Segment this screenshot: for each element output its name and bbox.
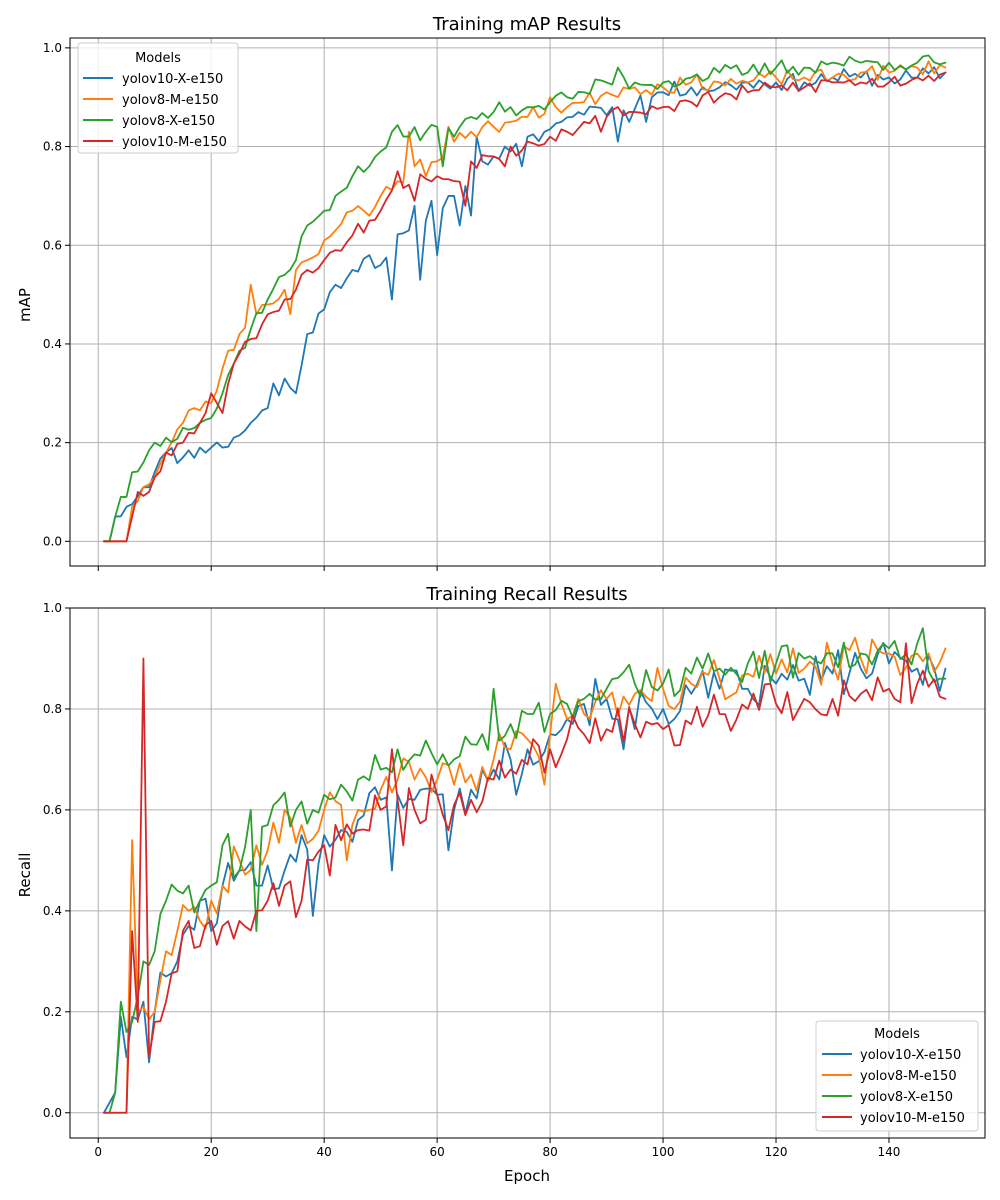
- recall-x-tick-label-80: 80: [542, 1145, 557, 1159]
- recall-y-tick-label-2: 0.4: [43, 904, 62, 918]
- recall-ticks: 0 20 40 60 80 100 120 140 0.0 0.2 0.4 0.6 0.8 1.0: [43, 601, 901, 1159]
- map-series-line-yolov8-x: [102, 54, 947, 543]
- recall-subplot: Training Recall Results Recall Epoch 0 20…: [16, 584, 986, 1185]
- map-subplot: Training mAP Results mAP 0.0 0.2 0.4 0.6 0.8…: [16, 14, 986, 571]
- map-y-tick-label-4: 0.8: [43, 140, 62, 154]
- map-plot-frame: [69, 37, 986, 567]
- map-y-tick-label-0: 0.0: [43, 534, 62, 548]
- recall-legend-title: Models: [874, 1027, 920, 1042]
- map-ticks: 0.0 0.2 0.4 0.6 0.8 1.0: [43, 41, 890, 571]
- map-y-tick-label-2: 0.4: [43, 337, 62, 351]
- recall-x-tick-label-100: 100: [652, 1145, 675, 1159]
- recall-series-group: [102, 627, 947, 1114]
- recall-y-tick-label-3: 0.6: [43, 803, 62, 817]
- recall-legend-label-yolov10-m: yolov10-M-e150: [860, 1111, 965, 1126]
- recall-y-tick-label-0: 0.0: [43, 1106, 62, 1120]
- recall-plot-frame: [69, 607, 986, 1139]
- recall-x-tick-label-60: 60: [429, 1145, 444, 1159]
- recall-legend-box: [815, 1020, 979, 1132]
- map-series-line-yolov10-m: [102, 71, 947, 543]
- recall-y-axis-label: Recall: [16, 853, 34, 898]
- map-series-line-yolov10-x: [102, 66, 947, 543]
- map-series-line-yolov8-m: [102, 60, 947, 543]
- map-series-group: [102, 54, 947, 543]
- recall-y-tick-label-4: 0.8: [43, 702, 62, 716]
- map-legend-label-yolov8-m: yolov8-M-e150: [122, 93, 219, 108]
- recall-legend: Models yolov10-X-e150 yolov8-M-e150 yolo…: [815, 1020, 979, 1132]
- map-y-axis-label: mAP: [16, 288, 34, 322]
- recall-y-tick-label-5: 1.0: [43, 601, 62, 615]
- map-legend-title: Models: [135, 51, 181, 66]
- map-legend-label-yolov10-x: yolov10-X-e150: [122, 72, 223, 87]
- recall-x-tick-label-120: 120: [765, 1145, 788, 1159]
- recall-x-tick-label-20: 20: [204, 1145, 219, 1159]
- recall-x-tick-label-0: 0: [94, 1145, 102, 1159]
- map-legend: Models yolov10-X-e150 yolov8-M-e150 yolo…: [77, 42, 239, 154]
- recall-legend-label-yolov10-x: yolov10-X-e150: [860, 1048, 961, 1063]
- recall-x-tick-label-140: 140: [878, 1145, 901, 1159]
- map-legend-box: [77, 42, 239, 154]
- recall-legend-label-yolov8-m: yolov8-M-e150: [860, 1069, 957, 1084]
- map-legend-label-yolov8-x: yolov8-X-e150: [122, 114, 215, 129]
- recall-y-tick-label-1: 0.2: [43, 1005, 62, 1019]
- recall-chart-title: Training Recall Results: [425, 584, 627, 605]
- map-grid: [70, 38, 985, 566]
- map-chart-title: Training mAP Results: [432, 14, 621, 35]
- recall-series-line-yolov10-m: [102, 642, 947, 1114]
- map-y-tick-label-3: 0.6: [43, 238, 62, 252]
- recall-legend-label-yolov8-x: yolov8-X-e150: [860, 1090, 953, 1105]
- map-legend-label-yolov10-m: yolov10-M-e150: [122, 135, 227, 150]
- map-y-tick-label-5: 1.0: [43, 41, 62, 55]
- recall-x-axis-label: Epoch: [504, 1167, 550, 1185]
- recall-series-line-yolov8-x: [102, 627, 947, 1114]
- recall-series-line-yolov8-m: [102, 636, 947, 1114]
- recall-x-tick-label-40: 40: [317, 1145, 332, 1159]
- map-y-tick-label-1: 0.2: [43, 436, 62, 450]
